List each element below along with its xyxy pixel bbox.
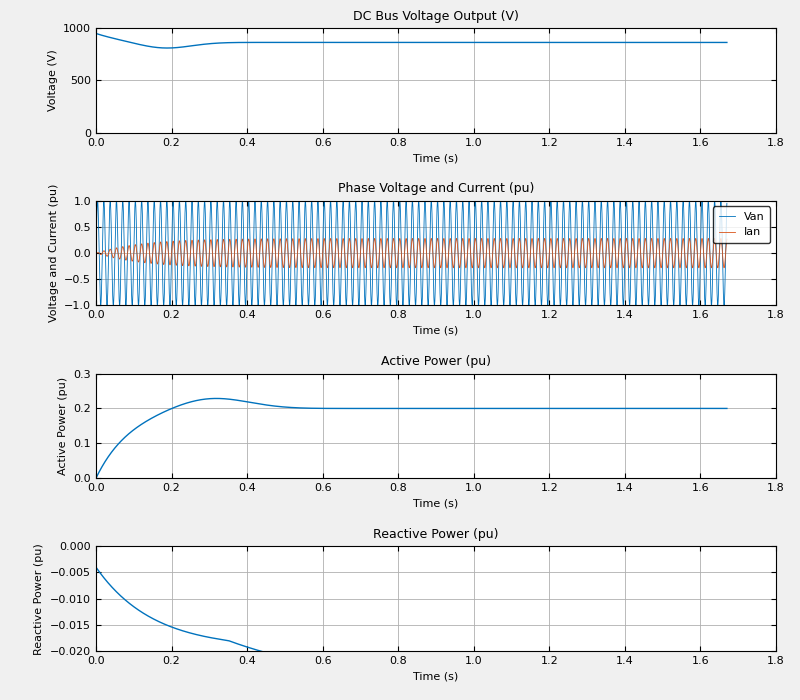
Van: [496, 202, 506, 211]
Van: [706, 301, 716, 309]
Ian: [543, 264, 553, 272]
Van: [473, 281, 482, 289]
Ian: [496, 236, 506, 244]
X-axis label: Time (s): Time (s): [414, 153, 458, 163]
Title: Reactive Power (pu): Reactive Power (pu): [374, 528, 498, 541]
Y-axis label: Reactive Power (pu): Reactive Power (pu): [34, 542, 45, 654]
Ian: [249, 251, 258, 260]
Ian: [91, 249, 101, 258]
Van: [91, 249, 101, 258]
Line: Van: Van: [96, 201, 727, 305]
Y-axis label: Active Power (pu): Active Power (pu): [58, 377, 68, 475]
Title: Active Power (pu): Active Power (pu): [381, 355, 491, 368]
Ian: [691, 234, 701, 243]
Van: [390, 217, 399, 225]
Y-axis label: Voltage and Current (pu): Voltage and Current (pu): [49, 184, 58, 322]
X-axis label: Time (s): Time (s): [414, 326, 458, 336]
Van: [682, 300, 691, 308]
Title: Phase Voltage and Current (pu): Phase Voltage and Current (pu): [338, 183, 534, 195]
Legend: Van, Ian: Van, Ian: [713, 206, 770, 243]
X-axis label: Time (s): Time (s): [414, 498, 458, 509]
Ian: [390, 239, 399, 248]
Ian: [706, 264, 716, 272]
Ian: [473, 258, 482, 266]
Title: DC Bus Voltage Output (V): DC Bus Voltage Output (V): [353, 10, 519, 22]
Ian: [682, 263, 691, 272]
Line: Ian: Ian: [96, 239, 727, 268]
Van: [722, 199, 732, 207]
Van: [249, 257, 258, 265]
Van: [168, 197, 178, 205]
Y-axis label: Voltage (V): Voltage (V): [47, 50, 58, 111]
Van: [543, 301, 553, 309]
Ian: [722, 235, 732, 244]
X-axis label: Time (s): Time (s): [414, 671, 458, 681]
